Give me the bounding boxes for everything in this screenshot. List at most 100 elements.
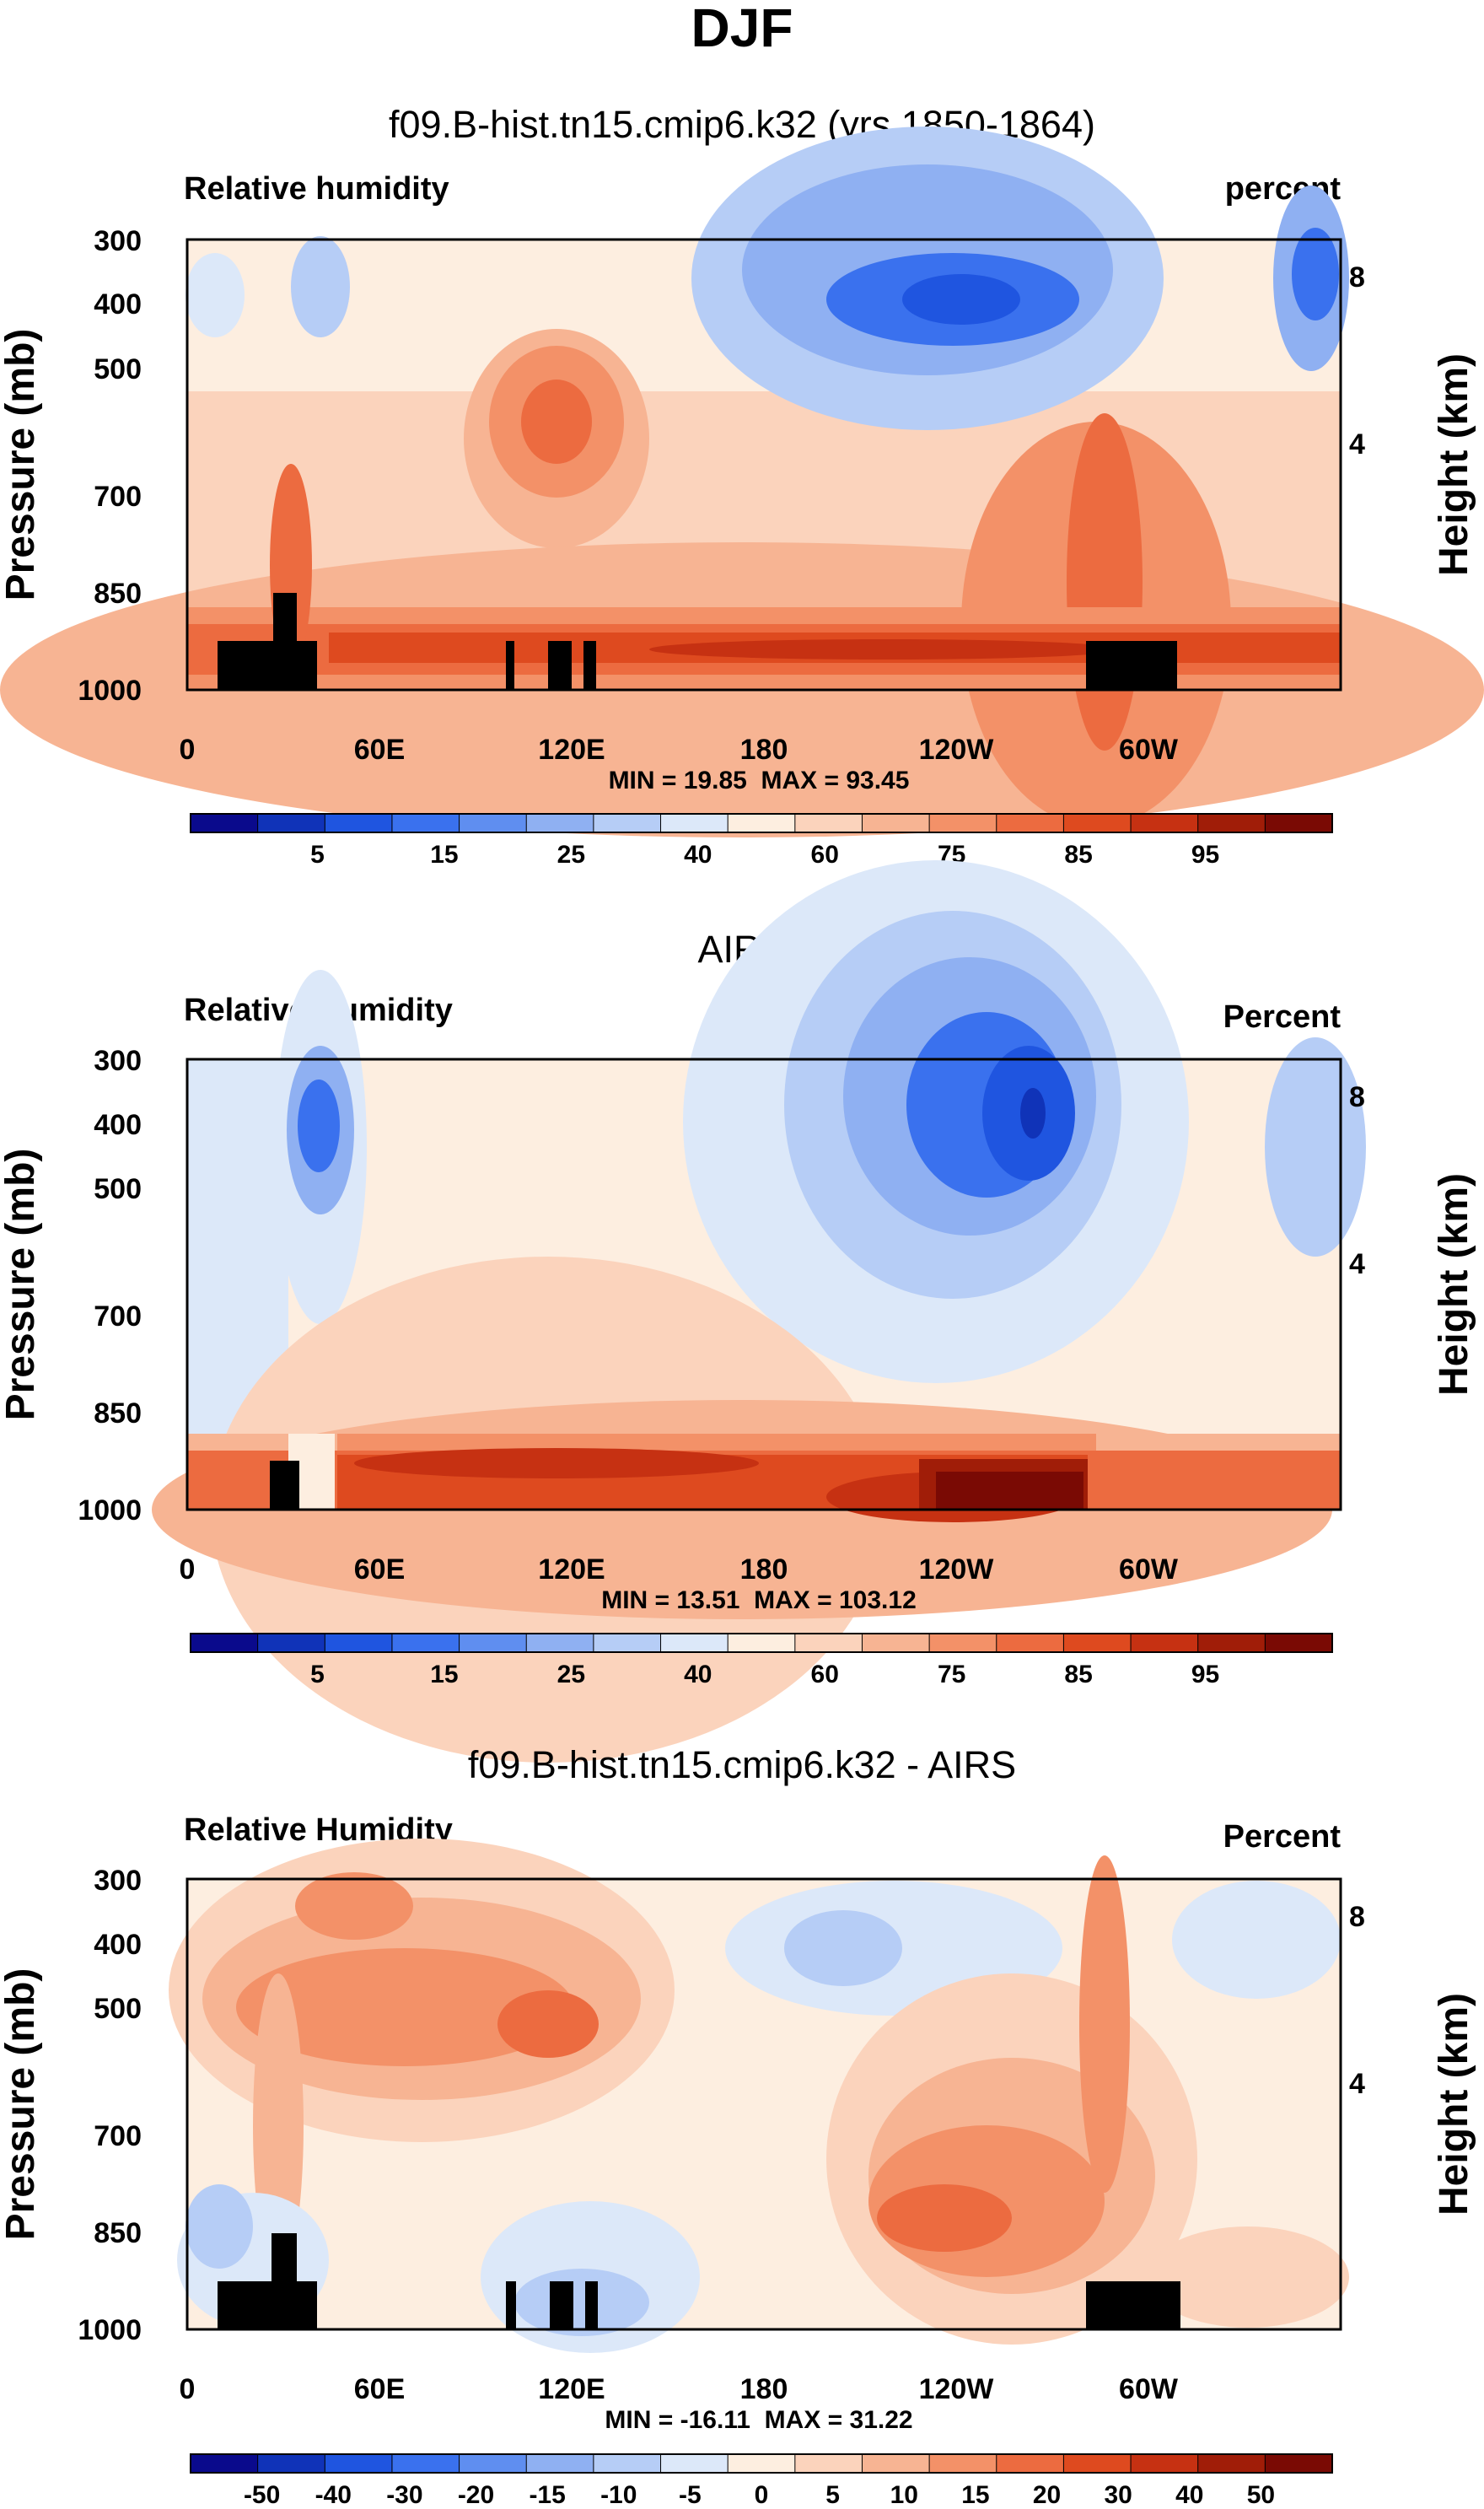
colorbar-swatch xyxy=(593,813,662,833)
y-axis-label: Pressure (mb) xyxy=(0,329,43,601)
x-tick-label: 60W xyxy=(1119,1553,1179,1586)
x-tick-label: 0 xyxy=(180,2373,196,2405)
colorbar-label: -15 xyxy=(529,2481,565,2509)
contour-fill xyxy=(521,380,592,464)
y-axis-ticks: 300 400 500 700 850 1000 xyxy=(78,1045,142,1526)
colorbar-label: 60 xyxy=(811,841,839,869)
contour-fill xyxy=(291,236,350,337)
stats-label: MIN = -16.11 MAX = 31.22 xyxy=(605,2406,912,2434)
x-tick-label: 120W xyxy=(919,1553,995,1586)
y-tick-label: 300 xyxy=(94,1045,142,1077)
colorbar-label: -30 xyxy=(386,2481,422,2509)
y-tick-label: 700 xyxy=(94,1300,142,1333)
y-tick-label: 500 xyxy=(94,1993,142,2025)
y-tick-label: 400 xyxy=(94,1929,142,1961)
colorbar-swatch xyxy=(996,2453,1065,2474)
y-right-ticks: 8 4 xyxy=(1349,1901,1365,2100)
colorbar-swatch xyxy=(727,1633,796,1653)
y-tick-label: 850 xyxy=(94,2217,142,2249)
contour-fill xyxy=(186,253,245,337)
stats-label: MIN = 13.51 MAX = 103.12 xyxy=(601,1586,917,1614)
colorbar-swatch xyxy=(660,1633,729,1653)
panel-model: f09.B-hist.tn15.cmip6.k32 (yrs 1850-1864… xyxy=(0,103,1484,869)
plot-frame xyxy=(186,1877,1342,2331)
colorbar-label: -20 xyxy=(458,2481,494,2509)
colorbar-swatch xyxy=(257,813,326,833)
topography xyxy=(583,641,596,690)
y-tick-label: 500 xyxy=(94,353,142,385)
y-tick-label: 850 xyxy=(94,578,142,610)
x-tick-label: 120W xyxy=(919,734,995,766)
topography xyxy=(585,2281,598,2329)
colorbar-label: 75 xyxy=(938,1661,965,1688)
contour-fill xyxy=(1147,2226,1349,2328)
x-tick-label: 120E xyxy=(538,1553,605,1586)
colorbar-label: 40 xyxy=(684,1661,712,1688)
colorbar-swatch xyxy=(1264,2453,1333,2474)
y-right-ticks: 8 4 xyxy=(1349,1081,1365,1280)
colorbar-swatch xyxy=(525,2453,594,2474)
contour-fill xyxy=(649,639,1121,660)
colorbar-label: 25 xyxy=(557,1661,585,1688)
contour-fill xyxy=(354,1448,759,1478)
contour-fill xyxy=(1292,228,1339,320)
colorbar-label: 40 xyxy=(1175,2481,1203,2509)
x-tick-label: 60W xyxy=(1119,2373,1179,2405)
plot-area xyxy=(169,1839,1349,2353)
contour-fill xyxy=(298,1080,340,1172)
contour-fill xyxy=(186,2184,253,2269)
units-label: Percent xyxy=(1223,999,1342,1035)
colorbar-label: 30 xyxy=(1104,2481,1132,2509)
colorbar-swatch xyxy=(459,813,528,833)
colorbar-swatch xyxy=(324,2453,393,2474)
x-tick-label: 0 xyxy=(180,734,196,766)
colorbar-label: 0 xyxy=(755,2481,769,2509)
colorbar-swatch xyxy=(660,813,729,833)
colorbar-swatch xyxy=(1130,1633,1199,1653)
y-right-tick-label: 4 xyxy=(1349,1248,1365,1280)
colorbar-swatch xyxy=(928,1633,997,1653)
y-axis-label: Pressure (mb) xyxy=(0,1968,43,2241)
units-label: Percent xyxy=(1223,1819,1342,1855)
colorbar-label: 15 xyxy=(430,841,458,869)
y-right-ticks: 8 4 xyxy=(1349,261,1365,460)
y-tick-label: 400 xyxy=(94,288,142,320)
colorbar-swatch xyxy=(660,2453,729,2474)
y-right-axis-label: Height (km) xyxy=(1432,1993,1476,2216)
x-axis-ticks: 0 60E 120E 180 120W 60W xyxy=(180,734,1179,766)
colorbar-label: 60 xyxy=(811,1661,839,1688)
x-axis-ticks: 0 60E 120E 180 120W 60W xyxy=(180,1553,1179,1586)
colorbar-swatch xyxy=(1197,813,1266,833)
figure-title: DJF xyxy=(691,0,793,58)
plot-area xyxy=(0,127,1484,837)
topography xyxy=(506,2281,516,2329)
colorbar-swatch xyxy=(593,1633,662,1653)
colorbar-swatch xyxy=(525,1633,594,1653)
contour-fill xyxy=(1020,1088,1046,1139)
colorbar-swatch xyxy=(1197,1633,1266,1653)
panel-title: f09.B-hist.tn15.cmip6.k32 - AIRS xyxy=(468,1743,1016,1786)
colorbar-label: -10 xyxy=(600,2481,637,2509)
colorbar: 5 15 25 40 60 75 85 95 xyxy=(190,1633,1333,1688)
colorbar-swatch xyxy=(1264,1633,1333,1653)
plot-frame xyxy=(186,238,1342,692)
y-tick-label: 300 xyxy=(94,225,142,257)
colorbar-label: 40 xyxy=(684,841,712,869)
y-axis-ticks: 300 400 500 700 850 1000 xyxy=(78,1865,142,2346)
x-tick-label: 60W xyxy=(1119,734,1179,766)
colorbar-swatch xyxy=(459,1633,528,1653)
colorbar-swatch xyxy=(391,1633,460,1653)
variable-label: Relative humidity xyxy=(184,171,449,207)
colorbar-swatch xyxy=(794,2453,863,2474)
stats-label: MIN = 19.85 MAX = 93.45 xyxy=(609,767,910,794)
y-tick-label: 500 xyxy=(94,1173,142,1205)
topography xyxy=(273,593,297,643)
y-tick-label: 1000 xyxy=(78,675,142,707)
colorbar-swatch xyxy=(928,813,997,833)
x-tick-label: 180 xyxy=(740,1553,788,1586)
colorbar-label: 20 xyxy=(1033,2481,1061,2509)
x-tick-label: 180 xyxy=(740,2373,788,2405)
colorbar-swatch xyxy=(190,2453,259,2474)
colorbar-swatch xyxy=(459,2453,528,2474)
